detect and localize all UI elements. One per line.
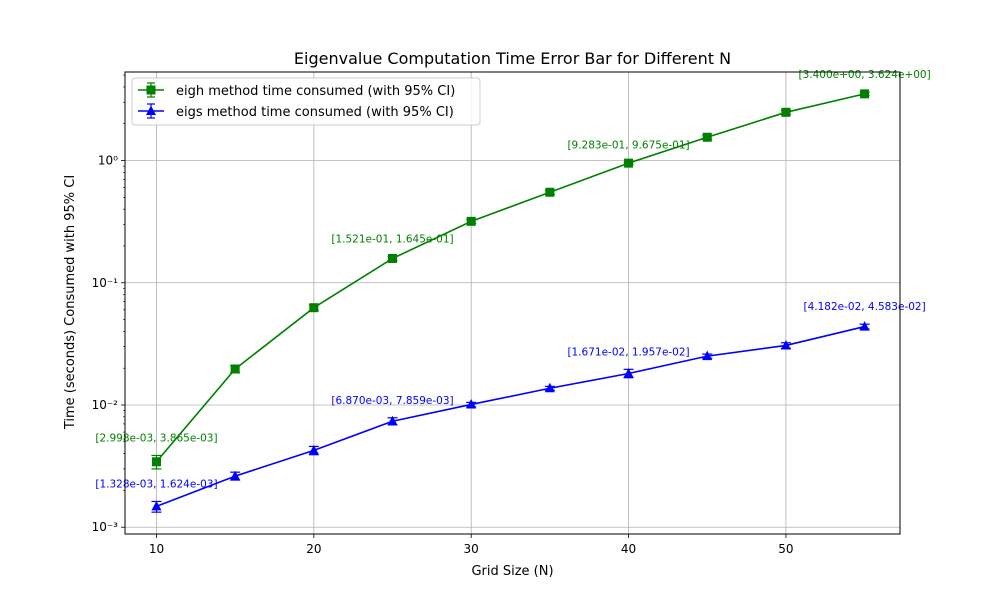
data-point-square xyxy=(146,85,156,95)
ci-annotation: [6.870e-03, 7.859e-03] xyxy=(331,395,453,407)
data-point-triangle xyxy=(387,415,398,426)
data-point-triangle xyxy=(146,105,156,115)
y-tick-label: 10⁰ xyxy=(98,154,118,168)
data-point-square xyxy=(388,253,398,263)
data-point-square xyxy=(624,158,634,168)
series-line xyxy=(155,93,865,463)
ci-annotation: [9.283e-01, 9.675e-01] xyxy=(567,139,689,151)
legend-entry: eigs method time consumed (with 95% CI) xyxy=(138,103,454,120)
x-tick-label: 50 xyxy=(778,542,793,556)
data-point-triangle xyxy=(859,321,870,331)
ci-annotation: [3.400e+00, 3.624e+00] xyxy=(798,69,930,81)
y-tick-label: 10⁻² xyxy=(92,398,119,412)
axis-ticks: 10 20 30 40 50 10⁻³ 10⁻² 10⁻¹ 10⁰ xyxy=(92,74,794,556)
data-point-square xyxy=(466,216,476,226)
ci-annotations: [2.998e-03, 3.865e-03] [1.521e-01, 1.645e… xyxy=(95,69,930,490)
ci-annotation: [1.671e-02, 1.957e-02] xyxy=(567,346,689,358)
data-point-square xyxy=(151,457,161,467)
data-point-triangle xyxy=(780,339,791,350)
data-point-square xyxy=(230,364,240,374)
series-line xyxy=(156,325,865,508)
legend-entry: eigh method time consumed (with 95% CI) xyxy=(138,82,455,99)
grid-lines xyxy=(125,72,900,534)
x-axis-label: Grid Size (N) xyxy=(471,564,553,579)
data-point-triangle xyxy=(544,382,555,393)
y-tick-label: 10⁻¹ xyxy=(92,276,119,290)
legend-label: eigh method time consumed (with 95% CI) xyxy=(176,84,455,99)
ci-annotation: [2.998e-03, 3.865e-03] xyxy=(95,432,217,444)
x-tick-label: 40 xyxy=(621,542,636,556)
data-point-triangle xyxy=(151,500,162,511)
data-point-square xyxy=(702,132,712,142)
data-point-square xyxy=(309,303,319,313)
data-point-triangle xyxy=(623,367,634,378)
ci-annotation: [1.328e-03, 1.624e-03] xyxy=(95,478,217,490)
data-point-triangle xyxy=(308,444,319,455)
legend-box xyxy=(131,77,481,126)
x-tick-label: 30 xyxy=(464,542,479,556)
data-point-square xyxy=(545,187,555,197)
legend: eigh method time consumed (with 95% CI) e… xyxy=(131,77,481,126)
y-axis-label: Time (seconds) Consumed with 95% CI xyxy=(63,175,78,430)
x-tick-label: 20 xyxy=(306,542,321,556)
plot-series xyxy=(151,89,870,513)
data-point-square xyxy=(781,107,791,117)
data-point-triangle xyxy=(230,470,241,481)
plot-frame xyxy=(124,71,901,535)
data-point-triangle xyxy=(702,350,713,361)
x-tick-label: 10 xyxy=(149,542,164,556)
ci-annotation: [1.521e-01, 1.645e-01] xyxy=(331,233,453,245)
ci-annotation: [4.182e-02, 4.583e-02] xyxy=(803,301,925,313)
data-point-square xyxy=(860,89,870,99)
series-eigh xyxy=(151,89,870,470)
y-tick-label: 10⁻³ xyxy=(92,520,119,534)
legend-label: eigs method time consumed (with 95% CI) xyxy=(176,105,454,120)
data-point-triangle xyxy=(466,398,477,409)
chart-title: Eigenvalue Computation Time Error Bar fo… xyxy=(294,49,731,68)
series-eigs xyxy=(151,321,870,513)
